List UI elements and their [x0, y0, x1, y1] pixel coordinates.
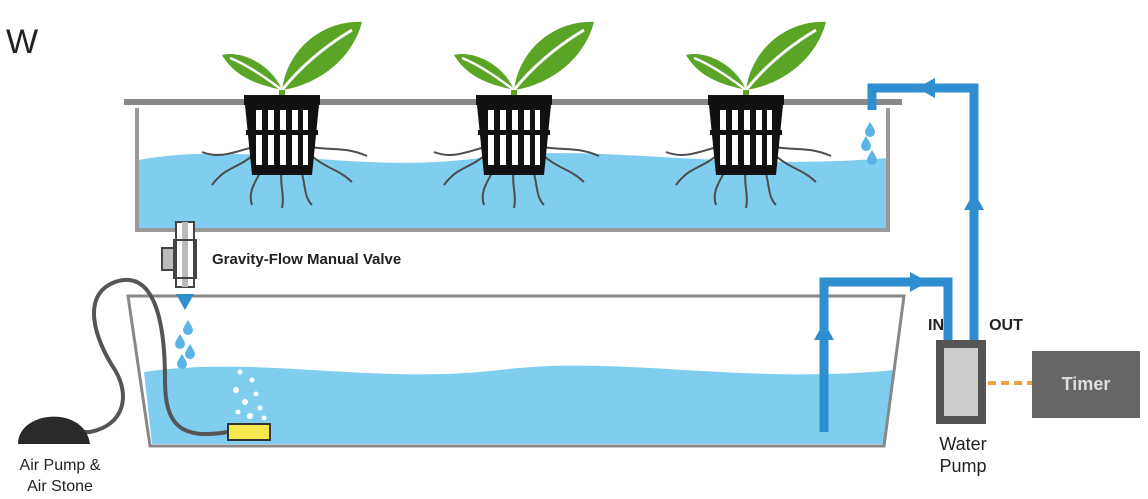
- water-pump-label: Pump: [939, 456, 986, 476]
- air-pump-label: Air Pump &: [20, 457, 101, 474]
- air-tube: [60, 278, 229, 437]
- reservoir: [126, 294, 906, 448]
- pump-out-label: OUT: [989, 317, 1023, 334]
- title: W: [6, 23, 38, 61]
- timer: [1032, 351, 1140, 418]
- valve: [161, 221, 197, 369]
- air-stone: [227, 423, 271, 441]
- valve-label: Gravity-Flow Manual Valve: [212, 251, 401, 268]
- timer-label: Timer: [1062, 374, 1111, 394]
- air-pump: [18, 416, 90, 444]
- water-pump-body: [944, 348, 978, 416]
- pump-in-label: IN: [928, 317, 944, 334]
- flow-arrows: [814, 78, 984, 340]
- bubbles: [233, 369, 267, 421]
- air-pump-label: Air Stone: [27, 478, 93, 495]
- water-pump-label: Water: [939, 434, 986, 454]
